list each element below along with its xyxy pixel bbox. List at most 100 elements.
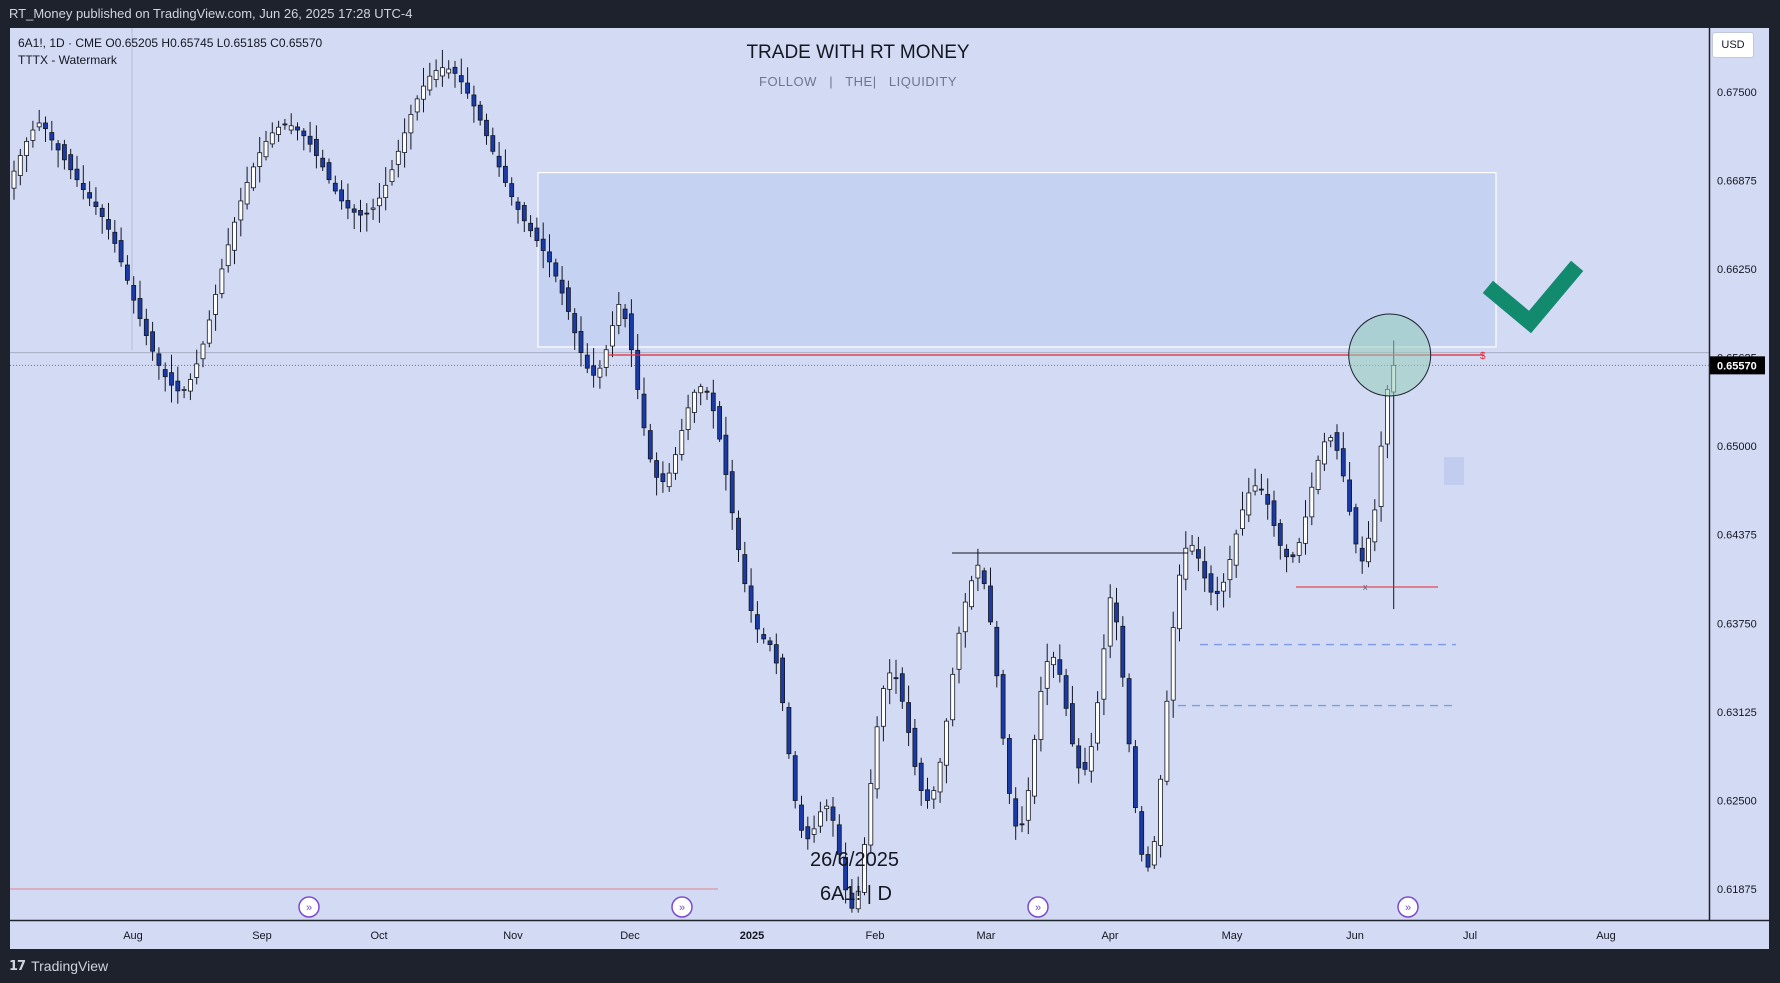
candle-body <box>1372 509 1378 543</box>
last-price-label: 0.65570 <box>1717 360 1757 372</box>
candle-body <box>1309 486 1315 518</box>
candle <box>1246 477 1252 523</box>
candle-body <box>654 460 659 478</box>
candle <box>408 104 414 150</box>
candle <box>692 389 697 423</box>
candle <box>654 452 659 496</box>
candle-body <box>1366 537 1371 563</box>
currency-button[interactable]: USD <box>1712 32 1754 58</box>
candle-body <box>515 201 521 210</box>
candle <box>528 215 533 238</box>
candle-body <box>950 673 956 721</box>
candle <box>446 60 452 79</box>
candle <box>862 837 867 896</box>
candle <box>1076 738 1082 784</box>
candle <box>887 659 893 705</box>
candle <box>471 85 477 123</box>
candle-body <box>125 264 130 281</box>
candle-body <box>811 828 817 835</box>
candle <box>761 627 767 644</box>
tradingview-brand[interactable]: 17 TradingView <box>9 958 108 974</box>
candle-body <box>887 672 893 690</box>
candle-body <box>761 634 767 640</box>
candle-body <box>150 331 156 352</box>
candle <box>68 148 74 180</box>
price-tick-label: 0.67500 <box>1717 87 1757 99</box>
candle-body <box>874 726 880 790</box>
candle-body <box>685 407 691 430</box>
candle-body <box>49 132 55 141</box>
candle-body <box>931 790 937 800</box>
candle-body <box>162 369 168 378</box>
candle-body <box>729 471 735 514</box>
candle-body <box>855 890 861 910</box>
candle <box>1019 806 1025 833</box>
candle-body <box>194 363 200 378</box>
candle <box>238 187 244 237</box>
candle-body <box>24 140 30 156</box>
candle-body <box>629 313 634 351</box>
event-marker-glyph: » <box>306 902 312 914</box>
candle <box>748 568 754 623</box>
candle <box>269 122 275 148</box>
candle-body <box>232 221 237 251</box>
candle <box>1221 573 1226 608</box>
candle <box>402 118 408 168</box>
candle <box>1334 424 1340 460</box>
candle-body <box>36 122 42 128</box>
candle-body <box>616 304 622 326</box>
candle <box>282 118 288 130</box>
event-marker-ring <box>671 896 693 918</box>
candle <box>414 95 420 121</box>
candle-body <box>679 430 685 455</box>
candle-body <box>1208 573 1214 593</box>
candle-series <box>11 49 1397 913</box>
highlight-circle <box>1348 313 1432 397</box>
candle-body <box>597 367 603 378</box>
candle-body <box>106 219 111 230</box>
chart-axes[interactable]: 0.675000.668750.662500.656250.650000.643… <box>10 28 1769 949</box>
candle <box>150 321 156 361</box>
candle-body <box>559 279 565 294</box>
watermark-subtitle: FOLLOW | THE| LIQUIDITY <box>759 74 957 89</box>
candle <box>276 120 282 142</box>
candle-body <box>591 365 596 376</box>
candle-body <box>364 212 370 215</box>
candle <box>1120 616 1126 687</box>
candle-body <box>1114 602 1119 623</box>
candle <box>1107 584 1113 659</box>
candle-body <box>74 168 80 181</box>
candle <box>1007 734 1012 804</box>
publish-text: RT_Money published on TradingView.com, J… <box>9 6 413 21</box>
candle-body <box>1126 678 1132 745</box>
candle-body <box>988 585 993 623</box>
price-tick-label: 0.65000 <box>1717 441 1757 453</box>
candle-body <box>1296 542 1302 556</box>
candle-body <box>1095 702 1100 744</box>
candle-body <box>1265 494 1271 505</box>
candle <box>250 162 256 191</box>
candle <box>1145 846 1151 872</box>
price-tick-label: 0.63125 <box>1717 707 1757 719</box>
candle <box>1177 564 1182 642</box>
candle <box>824 799 830 822</box>
candle-body <box>698 386 704 394</box>
candle-body <box>1177 574 1182 630</box>
candle <box>326 158 332 184</box>
candle-body <box>925 789 930 801</box>
event-marker-icon: » <box>671 896 693 918</box>
candle-body <box>137 298 143 319</box>
candle-body <box>994 626 1000 677</box>
candle-body <box>156 353 162 366</box>
candle-body <box>660 473 666 482</box>
event-marker-ring <box>298 896 320 918</box>
candle-body <box>1051 656 1056 666</box>
candle <box>295 122 300 141</box>
candle <box>452 60 458 88</box>
symbol-legend[interactable]: 6A1!, 1D · CME O0.65205 H0.65745 L0.6518… <box>18 35 322 69</box>
candle-body <box>276 126 282 135</box>
candle-body <box>225 244 231 267</box>
candle <box>899 667 905 709</box>
candle <box>364 203 370 232</box>
